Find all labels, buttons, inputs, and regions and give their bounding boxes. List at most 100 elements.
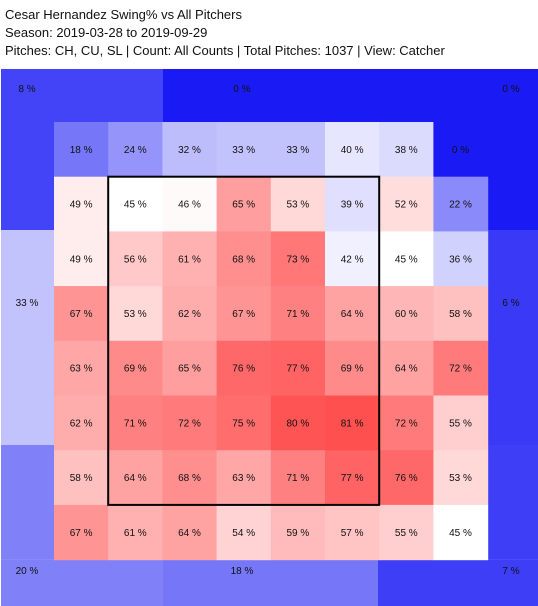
heatmap-cell-r0-c2	[162, 122, 218, 178]
cell-label-r2-c0: 49 %	[70, 254, 93, 265]
heatmap-cell-r1-c7	[433, 176, 489, 232]
heatmap-cell-r5-c2	[162, 395, 218, 451]
heatmap-cell-r6-c0	[54, 450, 109, 506]
cell-label-r2-c4: 73 %	[287, 254, 310, 265]
cell-label-r0-c7: 0 %	[452, 145, 469, 156]
heatmap-cell-r7-c2	[162, 504, 218, 561]
cell-label-r6-c7: 53 %	[449, 473, 472, 484]
cell-label-r1-c1: 45 %	[124, 200, 147, 211]
heatmap-cell-r3-c6	[379, 286, 434, 342]
cell-label-r6-c1: 64 %	[124, 473, 147, 484]
heatmap-cell-r4-c0	[54, 340, 109, 397]
cell-label-r0-c1: 24 %	[124, 145, 147, 156]
heatmap-cell-r6-c7	[433, 450, 489, 506]
heatmap-cell-r4-c3	[216, 340, 272, 397]
heatmap-cell-r1-c6	[379, 176, 434, 232]
cell-label-r6-c2: 68 %	[178, 473, 201, 484]
heatmap-cell-r1-c2	[162, 176, 218, 232]
filter-summary: Pitches: CH, CU, SL | Count: All Counts …	[5, 43, 445, 58]
heatmap-cell-r1-c5	[325, 176, 380, 232]
cell-label-r7-c6: 55 %	[395, 528, 418, 539]
heatmap-cell-r1-c1	[108, 176, 163, 232]
cell-label-r7-c1: 61 %	[124, 528, 147, 539]
chart-header: Cesar Hernandez Swing% vs All Pitchers S…	[5, 6, 445, 60]
heatmap-cell-r7-c5	[325, 504, 380, 561]
cell-label-r7-c2: 64 %	[178, 528, 201, 539]
cell-label-r1-c2: 46 %	[178, 200, 201, 211]
cell-label-r2-c1: 56 %	[124, 254, 147, 265]
outer-label-top-left: 8 %	[18, 84, 35, 95]
cell-label-r6-c5: 77 %	[341, 473, 364, 484]
outer-zone-middle-left-4	[1, 230, 54, 445]
heatmap-cell-r2-c4	[270, 231, 326, 287]
heatmap-cell-r5-c0	[54, 395, 109, 451]
heatmap-cell-r6-c4	[270, 450, 326, 506]
cell-label-r6-c4: 71 %	[287, 473, 310, 484]
strike-zone-border	[107, 175, 381, 506]
chart-title: Cesar Hernandez Swing% vs All Pitchers	[5, 7, 242, 22]
heatmap-cell-r5-c7	[433, 395, 489, 451]
heatmap-cell-r0-c7	[433, 122, 489, 178]
heatmap-cell-r5-c4	[270, 395, 326, 451]
cell-label-r7-c0: 67 %	[70, 528, 93, 539]
heatmap-cell-r4-c7	[433, 340, 489, 397]
cell-label-r3-c3: 67 %	[232, 309, 255, 320]
cell-label-r1-c0: 49 %	[70, 200, 93, 211]
heatmap-cell-r0-c6	[379, 122, 434, 178]
heatmap-cell-r7-c3	[216, 504, 272, 561]
heatmap-cell-r0-c1	[108, 122, 163, 178]
heatmap-cell-r3-c5	[325, 286, 380, 342]
heatmap-cell-r1-c3	[216, 176, 272, 232]
heatmap-cell-r3-c2	[162, 286, 218, 342]
cell-label-r2-c5: 42 %	[341, 254, 364, 265]
heatmap-cell-r4-c5	[325, 340, 380, 397]
heatmap-cell-r2-c5	[325, 231, 380, 287]
heatmap-cell-r4-c1	[108, 340, 163, 397]
outer-zone-top-right-2	[378, 69, 538, 122]
heatmap-cell-r5-c3	[216, 395, 272, 451]
heatmap-cell-r3-c3	[216, 286, 272, 342]
heatmap-cell-r0-c4	[270, 122, 326, 178]
cell-label-r4-c2: 65 %	[178, 364, 201, 375]
heatmap-cell-r3-c7	[433, 286, 489, 342]
cell-label-r1-c7: 22 %	[449, 200, 472, 211]
cell-label-r4-c1: 69 %	[124, 364, 147, 375]
heatmap-cell-r6-c6	[379, 450, 434, 506]
heatmap-cell-r2-c0	[54, 231, 109, 287]
cell-label-r1-c4: 53 %	[287, 200, 310, 211]
outer-label-top-right: 0 %	[502, 84, 519, 95]
outer-zone-bottom-left-5	[1, 445, 54, 560]
heatmap-cell-r7-c0	[54, 504, 109, 561]
cell-label-r7-c7: 45 %	[449, 528, 472, 539]
season-range: Season: 2019-03-28 to 2019-09-29	[5, 25, 208, 40]
cell-label-r3-c2: 62 %	[178, 309, 201, 320]
outer-zone-bottom-right-11	[378, 559, 538, 606]
cell-label-r7-c5: 57 %	[341, 528, 364, 539]
heatmap-cell-r7-c1	[108, 504, 163, 561]
outer-label-bottom-left: 20 %	[16, 566, 39, 577]
heatmap-cell-r6-c5	[325, 450, 380, 506]
heatmap-cell-r1-c0	[54, 176, 109, 232]
heatmap-cell-r0-c5	[325, 122, 380, 178]
outer-label-middle-right: 6 %	[502, 298, 519, 309]
cell-label-r4-c7: 72 %	[449, 364, 472, 375]
cell-label-r6-c0: 58 %	[70, 473, 93, 484]
heatmap-cell-r6-c2	[162, 450, 218, 506]
cell-label-r5-c6: 72 %	[395, 418, 418, 429]
heatmap-cell-r7-c7	[433, 504, 489, 561]
cell-label-r4-c0: 63 %	[70, 364, 93, 375]
cell-label-r4-c4: 77 %	[287, 364, 310, 375]
heatmap-cell-r2-c2	[162, 231, 218, 287]
cell-label-r5-c3: 75 %	[232, 418, 255, 429]
cell-label-r6-c3: 63 %	[232, 473, 255, 484]
cell-label-r5-c7: 55 %	[449, 418, 472, 429]
heatmap-cell-r5-c5	[325, 395, 380, 451]
cell-label-r4-c6: 64 %	[395, 364, 418, 375]
cell-label-r5-c1: 71 %	[124, 418, 147, 429]
cell-label-r0-c5: 40 %	[341, 145, 364, 156]
cell-label-r3-c5: 64 %	[341, 309, 364, 320]
heatmap-cell-r3-c0	[54, 286, 109, 342]
cell-label-r0-c6: 38 %	[395, 145, 418, 156]
heatmap-cell-r6-c3	[216, 450, 272, 506]
